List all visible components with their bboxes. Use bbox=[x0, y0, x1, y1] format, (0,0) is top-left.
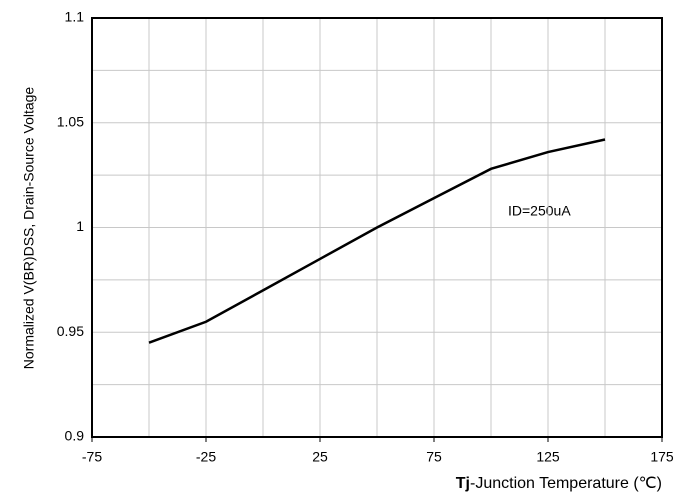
x-tick-label: 175 bbox=[650, 449, 674, 465]
x-tick-label: 25 bbox=[312, 449, 328, 465]
y-tick-label: 1.05 bbox=[57, 113, 84, 129]
x-tick-label: -75 bbox=[82, 449, 102, 465]
y-tick-label: 1.1 bbox=[65, 9, 85, 25]
y-tick-label: 0.9 bbox=[65, 428, 85, 444]
annotation: ID=250uA bbox=[508, 203, 571, 219]
x-axis-label: -Junction Temperature (℃) bbox=[470, 475, 662, 492]
x-tick-label: 75 bbox=[426, 449, 442, 465]
y-axis-label: Normalized V(BR)DSS, Drain-Source Voltag… bbox=[21, 87, 37, 370]
x-tick-label: 125 bbox=[536, 449, 560, 465]
plot-frame bbox=[91, 17, 663, 438]
data-line bbox=[148, 138, 606, 344]
x-axis-label-bold: Tj bbox=[456, 475, 470, 492]
y-tick-label: 1 bbox=[76, 218, 84, 234]
y-tick-label: 0.95 bbox=[57, 323, 84, 339]
x-tick-label: -25 bbox=[196, 449, 216, 465]
